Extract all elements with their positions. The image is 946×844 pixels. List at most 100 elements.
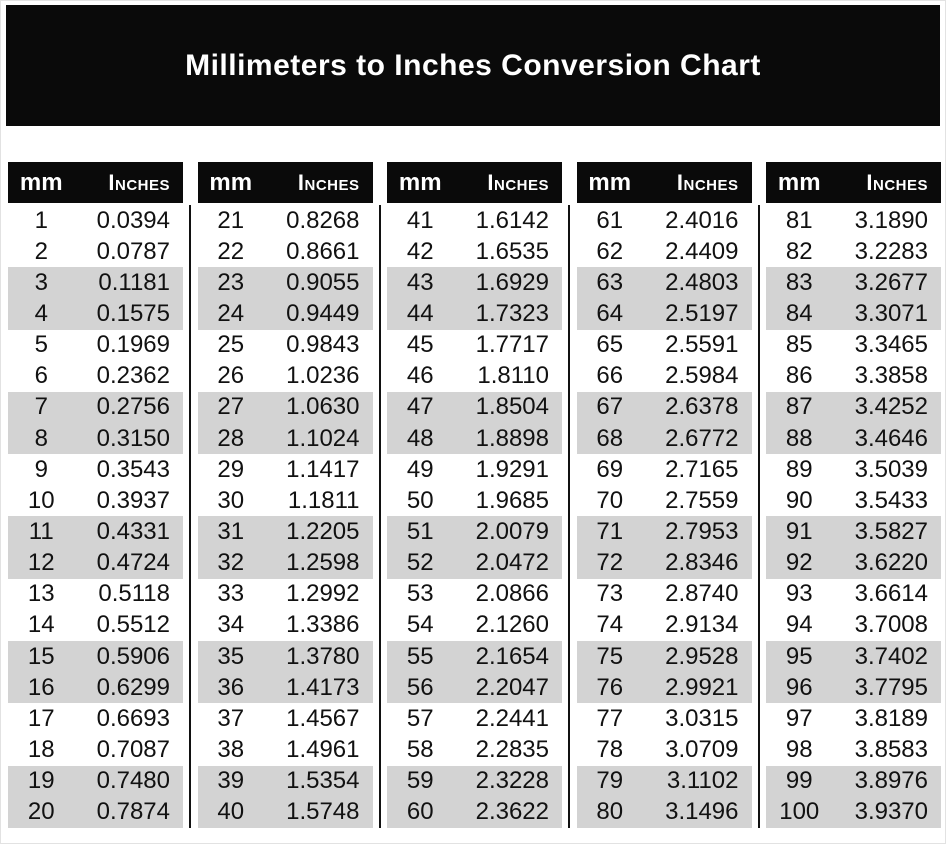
table-row: 55 2.1654 bbox=[387, 640, 562, 673]
table-row: 84 3.3071 bbox=[766, 298, 941, 330]
table-row: 80 3.1496 bbox=[576, 796, 752, 828]
inches-value: 0.3543 bbox=[96, 455, 170, 483]
mm-value: 86 bbox=[785, 362, 813, 390]
table-row: 71 2.7953 bbox=[576, 516, 752, 548]
table-gap bbox=[752, 162, 767, 828]
mm-value: 35 bbox=[217, 642, 245, 670]
mm-value: 61 bbox=[596, 206, 624, 234]
table-header: mm Inches bbox=[8, 162, 183, 203]
mm-value: 56 bbox=[406, 673, 434, 701]
mm-value: 63 bbox=[596, 268, 624, 296]
conversion-table: mm Inches 41 1.6142 42 1.6535 43 1.6929 44 1.7323… bbox=[387, 162, 562, 828]
inches-value: 1.4567 bbox=[286, 704, 360, 732]
inches-value: 3.3071 bbox=[854, 299, 928, 327]
inches-value: 3.6220 bbox=[854, 549, 928, 577]
mm-value: 75 bbox=[596, 642, 624, 670]
mm-value: 28 bbox=[217, 424, 245, 452]
table-body: 41 1.6142 42 1.6535 43 1.6929 44 1.7323 45 1.7717… bbox=[387, 205, 562, 828]
table-row: 85 3.3465 bbox=[766, 330, 941, 361]
table-row: 19 0.7480 bbox=[8, 765, 183, 797]
inches-value: 3.6614 bbox=[854, 580, 928, 608]
mm-value: 87 bbox=[785, 393, 813, 421]
table-row: 49 1.9291 bbox=[387, 454, 562, 485]
inches-value: 0.7874 bbox=[96, 798, 170, 826]
inches-value: 1.3780 bbox=[286, 642, 360, 670]
table-row: 86 3.3858 bbox=[766, 361, 941, 392]
inches-value: 1.5748 bbox=[286, 798, 360, 826]
table-row: 41 1.6142 bbox=[387, 205, 562, 236]
table-row: 23 0.9055 bbox=[197, 267, 373, 299]
table-row: 78 3.0709 bbox=[577, 734, 752, 765]
table-gap bbox=[183, 162, 198, 828]
mm-value: 8 bbox=[34, 424, 48, 452]
mm-value: 54 bbox=[406, 611, 434, 639]
table-row: 75 2.9528 bbox=[576, 640, 752, 673]
table-row: 53 2.0866 bbox=[387, 579, 562, 610]
table-row: 21 0.8268 bbox=[198, 205, 373, 236]
mm-value: 18 bbox=[27, 735, 55, 763]
inches-value: 2.4803 bbox=[665, 268, 739, 296]
inches-value: 2.2047 bbox=[475, 673, 549, 701]
inches-value: 1.6142 bbox=[475, 206, 549, 234]
table-row: 98 3.8583 bbox=[766, 734, 941, 765]
inches-value: 1.1417 bbox=[286, 455, 360, 483]
mm-value: 51 bbox=[406, 517, 434, 545]
table-divider bbox=[189, 205, 192, 828]
table-row: 50 1.9685 bbox=[387, 485, 562, 516]
inches-value: 1.5354 bbox=[286, 767, 360, 795]
mm-value: 5 bbox=[34, 331, 48, 359]
mm-value: 15 bbox=[27, 642, 55, 670]
mm-value: 69 bbox=[596, 455, 624, 483]
table-row: 17 0.6693 bbox=[8, 703, 183, 734]
inches-value: 1.7717 bbox=[475, 331, 549, 359]
inches-value: 3.4646 bbox=[854, 424, 928, 452]
mm-header-label: mm bbox=[398, 168, 442, 196]
inches-value: 2.1654 bbox=[475, 642, 549, 670]
mm-value: 7 bbox=[34, 393, 48, 421]
inches-header-label: Inches bbox=[108, 169, 170, 195]
mm-value: 80 bbox=[596, 798, 624, 826]
table-row: 36 1.4173 bbox=[197, 672, 373, 704]
table-row: 13 0.5118 bbox=[8, 579, 183, 610]
table-row: 4 0.1575 bbox=[8, 298, 183, 330]
table-row: 73 2.8740 bbox=[577, 579, 752, 610]
mm-value: 83 bbox=[785, 268, 813, 296]
mm-value: 4 bbox=[34, 299, 48, 327]
inches-header-label: Inches bbox=[487, 169, 549, 195]
page-title: Millimeters to Inches Conversion Chart bbox=[185, 48, 761, 82]
inches-value: 3.1890 bbox=[854, 206, 928, 234]
table-row: 32 1.2598 bbox=[197, 547, 373, 579]
inches-value: 1.9685 bbox=[475, 486, 549, 514]
inches-value: 0.6693 bbox=[96, 704, 170, 732]
mm-value: 39 bbox=[217, 767, 245, 795]
inches-value: 1.4961 bbox=[286, 735, 360, 763]
tables-container: mm Inches 1 0.0394 2 0.0787 3 0.1181 4 0.1575 5 0.1… bbox=[8, 162, 941, 828]
inches-value: 2.8740 bbox=[665, 580, 739, 608]
mm-value: 81 bbox=[785, 206, 813, 234]
mm-value: 45 bbox=[406, 331, 434, 359]
mm-value: 29 bbox=[217, 455, 245, 483]
inches-value: 2.5984 bbox=[665, 362, 739, 390]
inches-value: 3.3858 bbox=[854, 362, 928, 390]
table-row: 62 2.4409 bbox=[577, 236, 752, 267]
inches-header-label: Inches bbox=[297, 169, 360, 195]
table-row: 2 0.0787 bbox=[8, 236, 183, 267]
mm-value: 46 bbox=[406, 362, 434, 390]
mm-value: 50 bbox=[406, 486, 434, 514]
inches-value: 1.2205 bbox=[286, 517, 360, 545]
table-header: mm Inches bbox=[387, 162, 562, 203]
inches-value: 1.8110 bbox=[477, 362, 549, 390]
table-row: 87 3.4252 bbox=[766, 391, 941, 423]
conversion-table: mm Inches 21 0.8268 22 0.8661 23 0.9055 24 0.9449… bbox=[197, 162, 373, 828]
table-row: 60 2.3622 bbox=[387, 796, 562, 828]
table-row: 91 3.5827 bbox=[766, 516, 941, 548]
inches-value: 3.7402 bbox=[854, 642, 928, 670]
inches-value: 0.8661 bbox=[286, 237, 360, 265]
inches-value: 1.1811 bbox=[287, 486, 360, 514]
table-row: 100 3.9370 bbox=[766, 796, 941, 828]
table-row: 31 1.2205 bbox=[197, 516, 373, 548]
table-row: 6 0.2362 bbox=[8, 361, 183, 392]
mm-value: 88 bbox=[785, 424, 813, 452]
inches-value: 1.6929 bbox=[475, 268, 549, 296]
